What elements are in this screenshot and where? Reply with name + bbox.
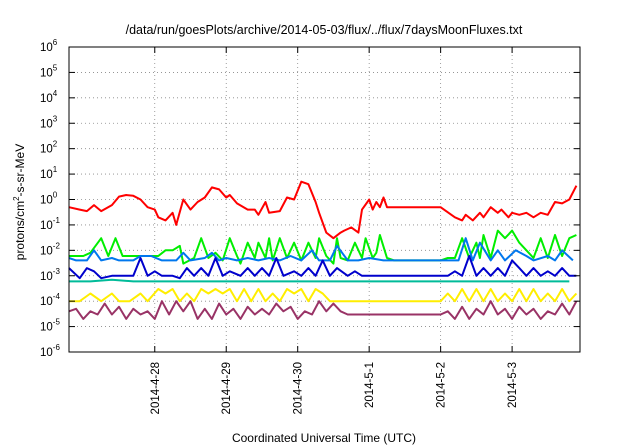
y-axis-ticks: 10-6 10-5 10-4 10-3 10-2 10-1 100 101 102 103 104 1… (40, 38, 580, 359)
chart-title: /data/run/goesPlots/archive/2014-05-03/f… (126, 23, 523, 37)
series-line-3 (68, 237, 574, 262)
x-tick-label: 2014-4-30 (293, 362, 305, 414)
x-axis-ticks: 2014-4-28 2014-4-29 2014-4-30 2014-5-1 2014-… (150, 47, 519, 414)
y-tick-label: 101 (40, 165, 58, 181)
x-tick-label: 2014-5-1 (364, 362, 376, 408)
y-tick-label: 104 (40, 89, 58, 105)
series-lines (68, 180, 578, 320)
y-tick-label: 10-4 (40, 292, 60, 308)
y-axis-label: protons/cm2-s-sr-MeV (12, 144, 27, 260)
y-tick-label: 10-2 (40, 241, 60, 257)
y-tick-label: 102 (40, 140, 58, 156)
series-line-5 (69, 278, 570, 283)
series-line-1 (68, 180, 578, 240)
y-tick-label: 105 (40, 63, 58, 79)
series-line-7 (68, 300, 578, 320)
y-tick-label: 10-6 (40, 343, 60, 359)
x-tick-label: 2014-4-29 (221, 362, 233, 414)
y-tick-label: 10-5 (40, 318, 60, 334)
y-tick-label: 106 (40, 38, 58, 54)
x-tick-label: 2014-5-2 (436, 362, 448, 408)
y-tick-label: 10-1 (40, 216, 60, 232)
x-tick-label: 2014-4-28 (150, 362, 162, 414)
x-tick-label: 2014-5-3 (507, 362, 519, 408)
series-line-2 (69, 229, 577, 265)
y-tick-label: 103 (40, 114, 58, 130)
series-line-4 (68, 255, 577, 280)
y-tick-label: 10-3 (40, 267, 60, 283)
series-line-6 (69, 288, 578, 303)
x-axis-label: Coordinated Universal Time (UTC) (232, 431, 416, 445)
y-tick-label: 100 (40, 191, 58, 207)
